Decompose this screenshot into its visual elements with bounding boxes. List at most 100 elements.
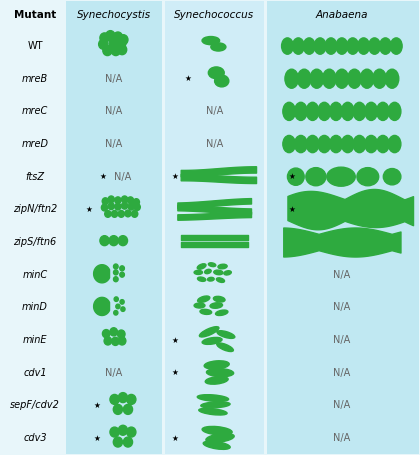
Text: N/A: N/A: [114, 172, 131, 182]
Ellipse shape: [200, 309, 212, 314]
Ellipse shape: [386, 69, 399, 88]
Ellipse shape: [118, 393, 128, 403]
Bar: [66, 1, 162, 454]
Ellipse shape: [113, 277, 118, 282]
Text: N/A: N/A: [333, 335, 350, 345]
Ellipse shape: [306, 136, 319, 153]
Ellipse shape: [120, 266, 124, 271]
Ellipse shape: [121, 196, 128, 203]
Ellipse shape: [131, 211, 138, 217]
Ellipse shape: [318, 102, 331, 121]
Text: sepF/cdv2: sepF/cdv2: [10, 400, 60, 410]
Ellipse shape: [325, 38, 337, 54]
Ellipse shape: [99, 39, 108, 49]
Text: N/A: N/A: [105, 106, 122, 116]
Text: Mutant: Mutant: [14, 10, 56, 20]
Ellipse shape: [314, 38, 326, 54]
Ellipse shape: [215, 310, 228, 315]
Ellipse shape: [114, 310, 118, 315]
Text: mreC: mreC: [22, 106, 48, 116]
Ellipse shape: [330, 136, 342, 153]
Ellipse shape: [111, 46, 121, 56]
Ellipse shape: [115, 203, 121, 210]
Ellipse shape: [121, 202, 128, 209]
Ellipse shape: [388, 102, 401, 121]
Text: ★: ★: [172, 335, 178, 344]
Text: zipS/ftn6: zipS/ftn6: [13, 237, 57, 247]
Ellipse shape: [303, 38, 315, 54]
Ellipse shape: [115, 197, 121, 204]
Ellipse shape: [123, 437, 133, 447]
Text: ★: ★: [288, 172, 295, 181]
Ellipse shape: [201, 402, 230, 408]
Ellipse shape: [118, 236, 128, 246]
Ellipse shape: [365, 136, 378, 153]
Ellipse shape: [377, 136, 389, 153]
Ellipse shape: [281, 38, 293, 54]
Ellipse shape: [108, 203, 114, 210]
Ellipse shape: [199, 408, 227, 415]
Ellipse shape: [110, 427, 119, 437]
Ellipse shape: [202, 36, 220, 45]
Ellipse shape: [202, 338, 222, 344]
Ellipse shape: [110, 328, 118, 336]
Ellipse shape: [383, 168, 401, 185]
Ellipse shape: [100, 33, 109, 43]
Ellipse shape: [292, 38, 304, 54]
Ellipse shape: [118, 337, 126, 345]
Ellipse shape: [341, 136, 354, 153]
Ellipse shape: [330, 102, 342, 121]
Text: WT: WT: [27, 41, 43, 51]
Ellipse shape: [103, 46, 112, 56]
Ellipse shape: [208, 263, 216, 267]
Ellipse shape: [118, 330, 125, 338]
Ellipse shape: [365, 102, 378, 121]
Ellipse shape: [123, 404, 133, 415]
Ellipse shape: [197, 394, 228, 401]
Ellipse shape: [310, 69, 323, 88]
Bar: [268, 1, 419, 454]
Ellipse shape: [203, 441, 230, 450]
Text: N/A: N/A: [333, 302, 350, 312]
Ellipse shape: [205, 377, 228, 384]
Ellipse shape: [285, 69, 298, 88]
Ellipse shape: [388, 136, 401, 153]
Text: N/A: N/A: [333, 433, 350, 443]
Ellipse shape: [327, 167, 355, 186]
Ellipse shape: [202, 426, 232, 435]
Ellipse shape: [102, 198, 108, 205]
Text: Synechocystis: Synechocystis: [77, 10, 151, 20]
Text: ★: ★: [172, 368, 178, 377]
Ellipse shape: [197, 264, 206, 269]
Ellipse shape: [306, 167, 326, 186]
Ellipse shape: [360, 69, 374, 88]
Text: minD: minD: [22, 302, 48, 312]
Ellipse shape: [205, 269, 211, 274]
Ellipse shape: [120, 272, 124, 277]
Ellipse shape: [109, 236, 118, 246]
Text: mreD: mreD: [21, 139, 49, 149]
Ellipse shape: [134, 204, 140, 211]
Ellipse shape: [198, 296, 210, 302]
Ellipse shape: [206, 434, 234, 442]
Bar: [165, 1, 265, 454]
Ellipse shape: [127, 394, 136, 404]
Ellipse shape: [112, 337, 119, 345]
Ellipse shape: [108, 196, 114, 203]
Ellipse shape: [210, 303, 223, 308]
Ellipse shape: [101, 204, 108, 211]
Ellipse shape: [113, 404, 123, 415]
Ellipse shape: [377, 102, 389, 121]
Text: N/A: N/A: [333, 400, 350, 410]
Ellipse shape: [121, 307, 125, 311]
Ellipse shape: [353, 102, 366, 121]
Text: Synechococcus: Synechococcus: [174, 10, 254, 20]
Ellipse shape: [197, 277, 206, 281]
Ellipse shape: [120, 300, 124, 304]
Ellipse shape: [215, 75, 229, 87]
Text: N/A: N/A: [205, 106, 223, 116]
Ellipse shape: [341, 102, 354, 121]
Text: ★: ★: [100, 172, 106, 181]
Ellipse shape: [118, 211, 124, 217]
Text: cdv3: cdv3: [23, 433, 47, 443]
